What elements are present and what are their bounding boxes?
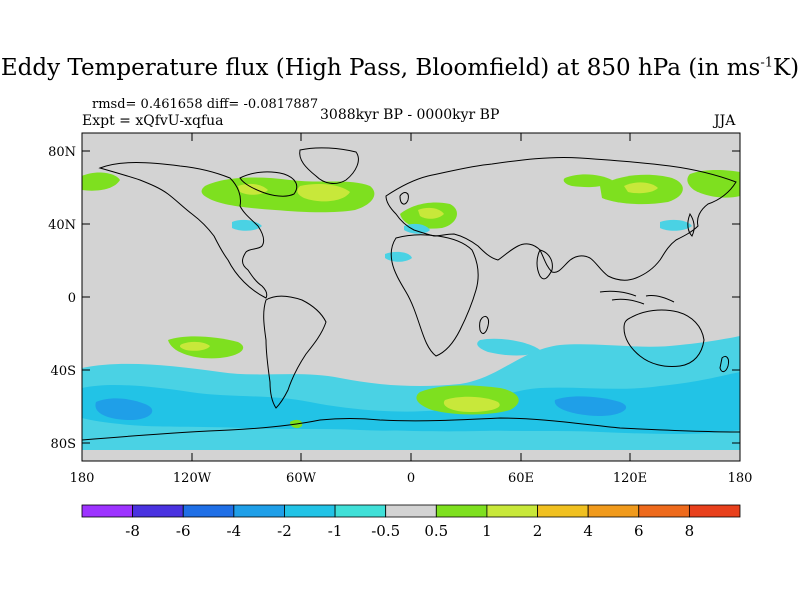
colorbar-cell	[638, 504, 690, 518]
coastline-indonesia	[599, 290, 675, 305]
season-label: JJA	[714, 113, 736, 129]
y-tick-label-80n: 80N	[48, 145, 76, 160]
rmsd-diff-label: rmsd= 0.461658 diff= -0.0817887	[92, 97, 319, 112]
colorbar-label: -0.5	[371, 522, 400, 540]
colorbar-cell	[385, 504, 437, 518]
coastline-india	[536, 249, 553, 280]
colorbar-cell	[132, 504, 184, 518]
south-pacific-yellow	[179, 341, 210, 351]
arctic-green-east	[687, 170, 740, 198]
east-asia-yellow	[624, 182, 658, 194]
coastline-hudson-bay	[239, 171, 298, 197]
x-tick-label-180w: 180	[70, 471, 95, 486]
coastline-antarctica	[82, 417, 740, 441]
x-tick-label-60e: 60E	[508, 471, 534, 486]
colorbar-cell	[334, 504, 387, 518]
arctic-green-west	[82, 172, 120, 191]
x-axis: 180 120W 60W 0 60E 120E 180	[70, 133, 753, 486]
colorbar-label: 4	[583, 522, 593, 540]
experiment-label: Expt = xQfvU-xqfua	[82, 113, 224, 129]
colorbar-label: -6	[176, 522, 191, 540]
coastline-eurasia	[385, 156, 737, 281]
y-tick-label-40s: 40S	[51, 364, 76, 379]
indian-ocean-cyan	[477, 338, 540, 356]
x-tick-label-120e: 120E	[613, 471, 647, 486]
north-america-yellow	[238, 183, 268, 195]
coastline-japan	[687, 212, 695, 237]
period-label: 3088kyr BP - 0000kyr BP	[320, 107, 500, 123]
colorbar-cell	[688, 504, 741, 518]
colorbar-cell	[537, 504, 589, 518]
y-tick-label-0: 0	[68, 291, 76, 306]
x-tick-label-60w: 60W	[286, 471, 317, 486]
colorbar-label: 6	[634, 522, 644, 540]
colorbar-cell	[587, 504, 640, 518]
coastline-greenland	[299, 147, 359, 184]
x-tick-label-120w: 120W	[173, 471, 212, 486]
europe-yellow	[418, 207, 444, 219]
colorbar-label: -4	[227, 522, 242, 540]
colorbar-label: 8	[685, 522, 695, 540]
coastline-new-zealand	[719, 355, 729, 373]
chart-title-main: Eddy Temperature flux (High Pass, Bloomf…	[0, 55, 761, 81]
colorbar-label: -2	[277, 522, 292, 540]
colorbar-cell	[182, 504, 235, 518]
coastline-south-america	[263, 295, 327, 409]
north-atlantic-yellow	[297, 184, 350, 202]
mediterranean-cyan	[404, 223, 430, 234]
colorbar-cell	[486, 504, 538, 518]
colorbar-label: 0.5	[424, 522, 448, 540]
chart-title-exponent: -1	[760, 55, 773, 71]
x-tick-label-0: 0	[407, 471, 415, 486]
y-tick-label-80s: 80S	[51, 437, 76, 452]
southern-ocean-band-inner	[82, 372, 740, 434]
south-atlantic-yellow	[443, 396, 500, 412]
coastline-madagascar	[479, 315, 489, 334]
anomaly-field	[82, 170, 740, 450]
pacific-cyan	[660, 219, 692, 231]
colorbar-cell	[233, 504, 285, 518]
y-axis: 80N 40N 0 40S 80S	[48, 145, 740, 452]
coastline-africa	[390, 234, 479, 357]
chart-title-unit: K)	[773, 55, 800, 81]
coastline-uk	[399, 192, 409, 205]
siberia-green	[563, 174, 612, 188]
colorbar-cell	[81, 504, 134, 518]
coastline-north-america	[98, 162, 268, 299]
colorbar-label: -8	[125, 522, 140, 540]
coastline-australia	[623, 309, 705, 367]
x-tick-label-180e: 180	[728, 471, 753, 486]
colorbar-cell	[435, 504, 488, 518]
south-pacific-blue-patch	[95, 398, 153, 420]
colorbar-label: 1	[482, 522, 492, 540]
south-indian-blue-patch	[554, 396, 627, 416]
colorbar: -8 -6 -4 -2 -1 -0.5 0.5 1 2 4 6 8	[81, 504, 741, 540]
y-tick-label-40n: 40N	[48, 218, 76, 233]
colorbar-label: 2	[533, 522, 543, 540]
colorbar-label: -1	[328, 522, 343, 540]
chart-title: Eddy Temperature flux (High Pass, Bloomf…	[0, 55, 800, 81]
colorbar-cell	[284, 504, 336, 518]
coastlines	[82, 147, 740, 441]
